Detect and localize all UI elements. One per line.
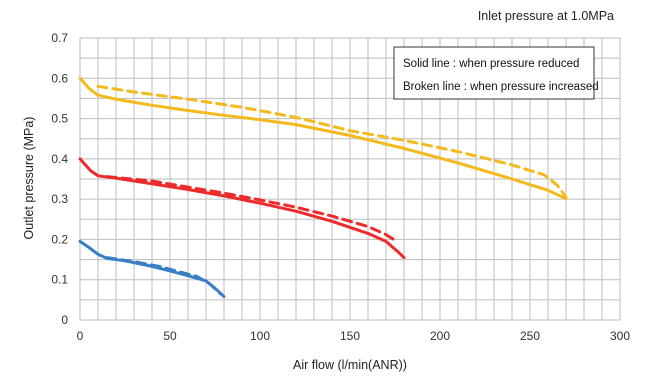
x-tick-label: 150 — [340, 329, 360, 343]
y-axis-label: Outlet pressure (MPa) — [22, 117, 36, 240]
series-line-2-solid — [78, 157, 406, 260]
series-line-1-dashed — [96, 84, 568, 199]
x-axis-ticks: 0 50 100 150 200 250 300 — [77, 329, 631, 343]
plot-area-frame — [79, 37, 621, 321]
series-lines — [78, 76, 568, 299]
y-tick-label: 0.3 — [51, 192, 68, 206]
legend: Solid line : when pressure reduced Broke… — [393, 46, 599, 100]
x-tick-label: 200 — [430, 329, 450, 343]
y-tick-label: 0.7 — [51, 31, 68, 45]
x-tick-label: 50 — [163, 329, 177, 343]
y-tick-label: 0.6 — [51, 71, 68, 85]
x-tick-label: 0 — [77, 329, 84, 343]
legend-box — [393, 46, 595, 100]
series-line-0-solid — [78, 76, 568, 201]
x-tick-label: 250 — [520, 329, 540, 343]
y-tick-label: 0 — [61, 313, 68, 327]
y-tick-label: 0.5 — [51, 112, 68, 126]
y-axis-ticks: 0 0.1 0.2 0.3 0.4 0.5 0.6 0.7 — [51, 31, 68, 327]
chart-subtitle: Inlet pressure at 1.0MPa — [478, 9, 614, 23]
y-tick-label: 0.1 — [51, 273, 68, 287]
legend-solid-line: Solid line : when pressure reduced — [403, 58, 579, 70]
x-axis-label: Air flow (l/min(ANR)) — [293, 358, 407, 372]
x-tick-label: 100 — [250, 329, 270, 343]
series-line-5-dashed — [105, 256, 222, 296]
y-tick-label: 0.2 — [51, 232, 68, 246]
y-tick-label: 0.4 — [51, 152, 68, 166]
legend-broken-line: Broken line : when pressure increased — [403, 81, 599, 93]
series-line-3-dashed — [105, 175, 399, 243]
x-tick-label: 300 — [610, 329, 630, 343]
